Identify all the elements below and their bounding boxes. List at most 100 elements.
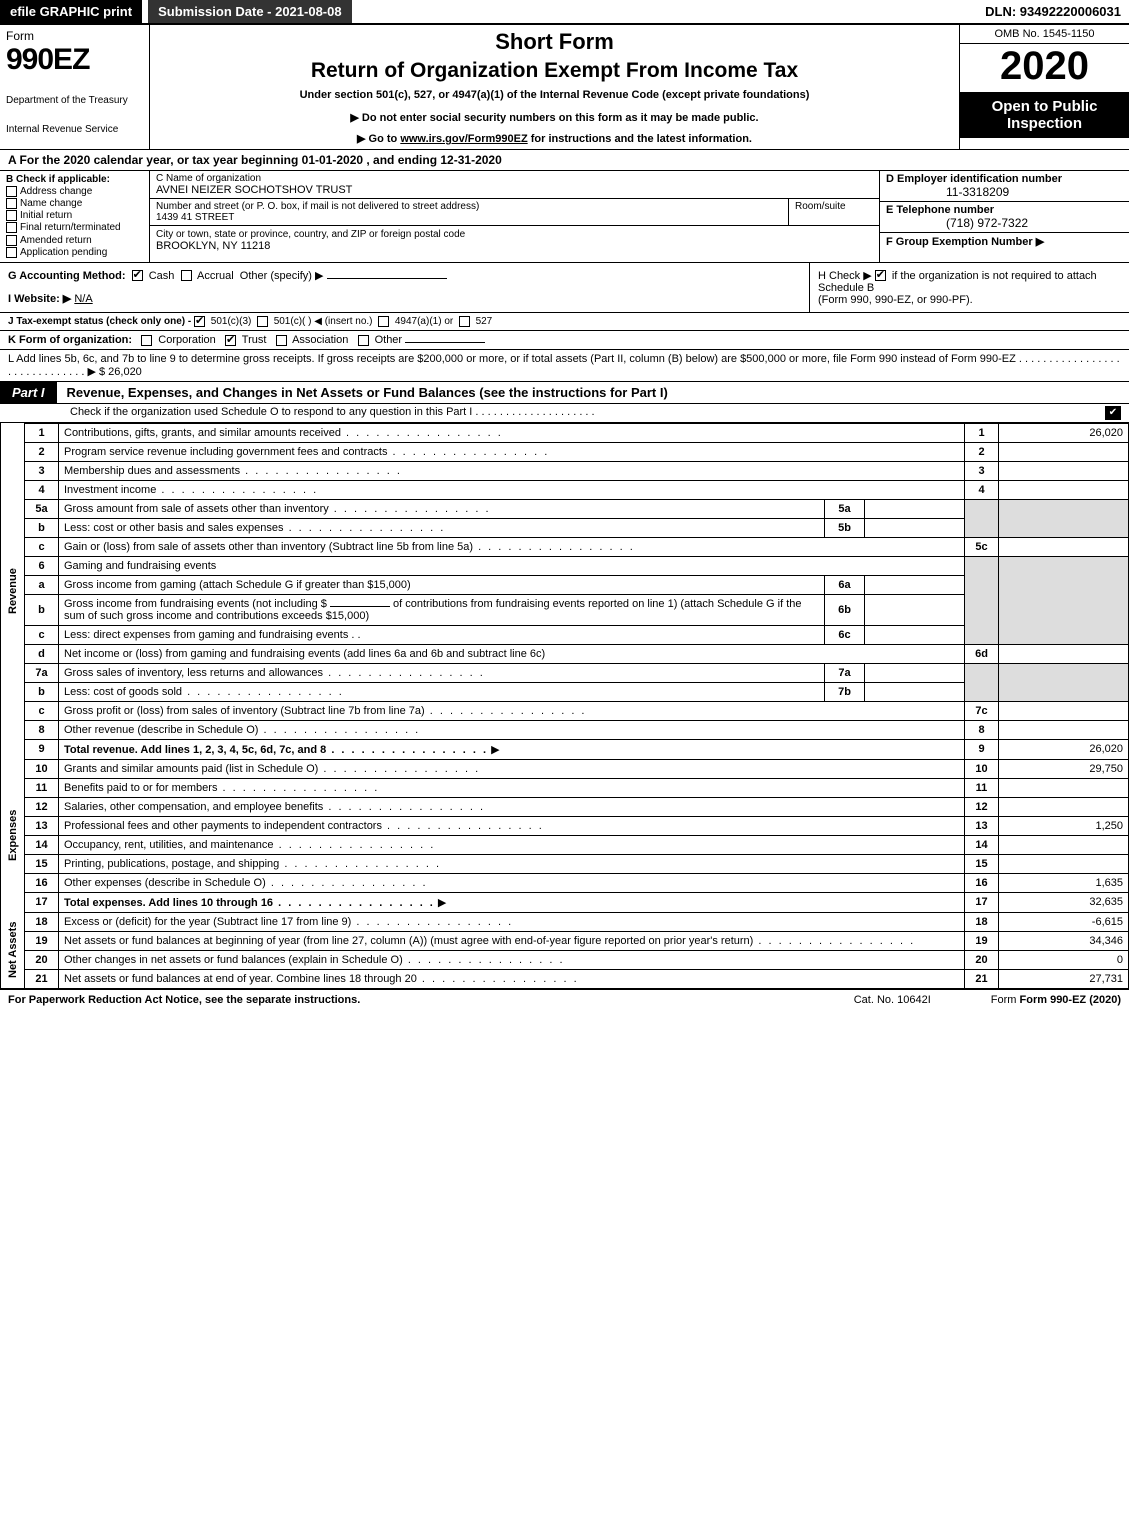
dept-treasury: Department of the Treasury: [6, 95, 143, 106]
row-h-text3: (Form 990, 990-EZ, or 990-PF).: [818, 294, 973, 306]
opt-final-return: Final return/terminated: [20, 223, 121, 234]
part-1-table: Revenue 1 Contributions, gifts, grants, …: [0, 423, 1129, 989]
opt-4947: 4947(a)(1) or: [395, 316, 453, 327]
chk-527[interactable]: [459, 316, 470, 327]
line-6-desc: Gaming and fundraising events: [59, 556, 965, 575]
open-to-public: Open to Public Inspection: [960, 92, 1129, 138]
form-number-footer-val: Form 990-EZ (2020): [1020, 994, 1121, 1006]
line-15-desc: Printing, publications, postage, and shi…: [64, 858, 441, 870]
line-8-desc: Other revenue (describe in Schedule O): [64, 724, 420, 736]
irs-link[interactable]: www.irs.gov/Form990EZ: [400, 133, 527, 145]
line-7c-rnum: 7c: [965, 701, 999, 720]
line-7b-sn: 7b: [825, 682, 865, 701]
line-5c-amt: [999, 537, 1129, 556]
line-13-rnum: 13: [965, 816, 999, 835]
line-2-rnum: 2: [965, 442, 999, 461]
chk-name-change[interactable]: [6, 198, 17, 209]
line-6b-input[interactable]: [330, 606, 390, 607]
line-7c-num: c: [25, 701, 59, 720]
part-1-tag: Part I: [0, 382, 57, 403]
line-9-rnum: 9: [965, 739, 999, 759]
tax-period-row: A For the 2020 calendar year, or tax yea…: [0, 150, 1129, 171]
chk-501c3[interactable]: [194, 316, 205, 327]
cat-number: Cat. No. 10642I: [854, 994, 931, 1006]
chk-501c[interactable]: [257, 316, 268, 327]
goto-prefix: ▶ Go to: [357, 133, 400, 145]
opt-501c3: 501(c)(3): [211, 316, 252, 327]
chk-schedule-o[interactable]: ✔: [1105, 406, 1121, 420]
line-4-desc: Investment income: [64, 484, 318, 496]
part-1-header: Part I Revenue, Expenses, and Changes in…: [0, 382, 1129, 404]
chk-initial-return[interactable]: [6, 210, 17, 221]
chk-trust[interactable]: [225, 335, 236, 346]
other-method-input[interactable]: [327, 278, 447, 279]
opt-501c: 501(c)( ) ◀ (insert no.): [274, 316, 373, 327]
line-19-rnum: 19: [965, 931, 999, 950]
ein-value: 11-3318209: [886, 185, 1009, 199]
line-6d-num: d: [25, 644, 59, 663]
line-6d-desc: Net income or (loss) from gaming and fun…: [59, 644, 965, 663]
line-7a-num: 7a: [25, 663, 59, 682]
chk-final-return[interactable]: [6, 222, 17, 233]
website-value: N/A: [74, 293, 92, 305]
short-form-title: Short Form: [158, 29, 951, 55]
line-9-amt: 26,020: [999, 739, 1129, 759]
dln-label: DLN: 93492220006031: [977, 0, 1129, 23]
opt-address-change: Address change: [20, 186, 92, 197]
line-5c-rnum: 5c: [965, 537, 999, 556]
line-6b-desc: Gross income from fundraising events (no…: [59, 594, 825, 625]
row-i-label: I Website: ▶: [8, 293, 71, 305]
return-title: Return of Organization Exempt From Incom…: [158, 59, 951, 83]
line-19-amt: 34,346: [999, 931, 1129, 950]
line-6b-subamt: [865, 594, 965, 625]
efile-print-button[interactable]: efile GRAPHIC print: [0, 0, 142, 23]
chk-address-change[interactable]: [6, 186, 17, 197]
row-j: J Tax-exempt status (check only one) - 5…: [0, 313, 1129, 331]
chk-4947[interactable]: [378, 316, 389, 327]
line-20-desc: Other changes in net assets or fund bala…: [64, 954, 565, 966]
org-city: BROOKLYN, NY 11218: [156, 240, 270, 252]
form-header: Form 990EZ Department of the Treasury In…: [0, 25, 1129, 150]
chk-schedule-b[interactable]: [875, 270, 886, 281]
line-18-desc: Excess or (deficit) for the year (Subtra…: [64, 916, 513, 928]
box-b-title: B Check if applicable:: [6, 174, 110, 185]
line-21-desc: Net assets or fund balances at end of ye…: [64, 973, 579, 985]
line-16-rnum: 16: [965, 873, 999, 892]
side-expenses: Expenses: [1, 759, 25, 912]
other-org-input[interactable]: [405, 342, 485, 343]
line-12-amt: [999, 797, 1129, 816]
line-8-num: 8: [25, 720, 59, 739]
telephone-value: (718) 972-7322: [886, 216, 1028, 230]
line-12-rnum: 12: [965, 797, 999, 816]
part-1-title: Revenue, Expenses, and Changes in Net As…: [57, 385, 668, 400]
line-12-desc: Salaries, other compensation, and employ…: [64, 801, 485, 813]
line-6c-num: c: [25, 625, 59, 644]
line-13-amt: 1,250: [999, 816, 1129, 835]
chk-cash[interactable]: [132, 270, 143, 281]
row-j-label: J Tax-exempt status (check only one) -: [8, 316, 194, 327]
row-h: H Check ▶ if the organization is not req…: [809, 263, 1129, 312]
line-9-num: 9: [25, 739, 59, 759]
line-7c-amt: [999, 701, 1129, 720]
line-3-amt: [999, 461, 1129, 480]
chk-accrual[interactable]: [181, 270, 192, 281]
goto-suffix: for instructions and the latest informat…: [528, 133, 752, 145]
line-16-amt: 1,635: [999, 873, 1129, 892]
chk-amended-return[interactable]: [6, 235, 17, 246]
omb-number: OMB No. 1545-1150: [960, 25, 1129, 44]
line-3-num: 3: [25, 461, 59, 480]
line-11-desc: Benefits paid to or for members: [64, 782, 379, 794]
line-17-desc: Total expenses. Add lines 10 through 16: [64, 897, 435, 909]
line-14-amt: [999, 835, 1129, 854]
chk-other-org[interactable]: [358, 335, 369, 346]
chk-corporation[interactable]: [141, 335, 152, 346]
side-net-assets: Net Assets: [1, 912, 25, 988]
chk-application-pending[interactable]: [6, 247, 17, 258]
line-6d-rnum: 6d: [965, 644, 999, 663]
line-4-rnum: 4: [965, 480, 999, 499]
form-number-block: Form 990EZ Department of the Treasury In…: [0, 25, 150, 149]
org-street: 1439 41 STREET: [156, 212, 234, 223]
line-11-rnum: 11: [965, 778, 999, 797]
line-12-num: 12: [25, 797, 59, 816]
chk-association[interactable]: [276, 335, 287, 346]
